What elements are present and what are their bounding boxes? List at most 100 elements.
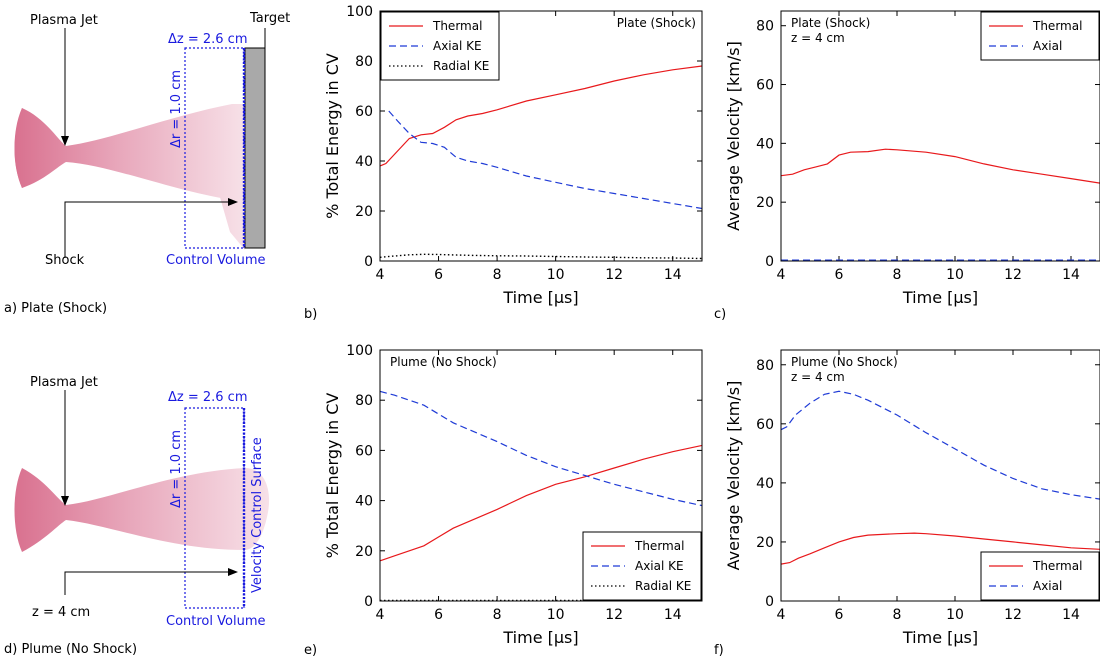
y-tick-label: 20 bbox=[756, 535, 774, 551]
legend-label-thermal: Thermal bbox=[432, 19, 482, 33]
y-axis-label: Average Velocity [km/s] bbox=[724, 41, 743, 231]
legend-label-axial: Axial KE bbox=[635, 559, 684, 573]
y-tick-label: 40 bbox=[756, 136, 774, 152]
plasma-jet-arrowhead bbox=[61, 136, 69, 146]
x-tick-label: 6 bbox=[434, 607, 443, 623]
y-tick-label: 60 bbox=[355, 104, 373, 120]
z-position-arrow bbox=[64, 571, 235, 595]
y-tick-label: 20 bbox=[355, 204, 373, 220]
y-axis-label: Average Velocity [km/s] bbox=[724, 381, 743, 571]
y-tick-label: 80 bbox=[355, 393, 373, 409]
y-tick-label: 100 bbox=[346, 343, 373, 359]
x-tick-label: 8 bbox=[493, 607, 502, 623]
plasma-jet-label: Plasma Jet bbox=[30, 375, 98, 390]
series-group bbox=[379, 65, 703, 260]
dr-label: Δr = 1.0 cm bbox=[169, 70, 184, 148]
plume-no-shock-svg: Plasma Jet Δz = 2.6 cm Δr = 1.0 cm Veloc… bbox=[14, 375, 270, 629]
y-tick-label: 20 bbox=[355, 544, 373, 560]
x-tick-label: 4 bbox=[777, 267, 786, 283]
x-tick-label: 4 bbox=[777, 607, 786, 623]
shock-arrow bbox=[64, 201, 235, 258]
control-volume-box bbox=[184, 47, 245, 249]
x-tick-label: 8 bbox=[893, 607, 902, 623]
series-line-thermal bbox=[379, 65, 703, 167]
y-tick-label: 0 bbox=[364, 254, 373, 270]
legend-box bbox=[582, 531, 702, 601]
diagram-plate-shock: Plasma Jet Target Δz = 2.6 cm Δr = 1.0 c… bbox=[0, 0, 290, 330]
x-tick-label: 10 bbox=[547, 267, 565, 283]
target-label: Target bbox=[249, 11, 290, 26]
x-tick-label: 6 bbox=[434, 267, 443, 283]
legend-label-axial: Axial bbox=[1033, 579, 1062, 593]
z-position-label: z = 4 cm bbox=[32, 605, 90, 620]
series-line-axial bbox=[780, 390, 1100, 500]
plot-frame bbox=[379, 349, 703, 602]
x-tick-label: 4 bbox=[376, 267, 385, 283]
y-axis-label: % Total Energy in CV bbox=[323, 393, 342, 559]
x-axis-label: Time [μs] bbox=[902, 288, 978, 307]
series-group bbox=[780, 390, 1100, 565]
x-axis-label: Time [μs] bbox=[502, 628, 578, 647]
chart-c-svg: 4 6 8 10 12 14 0 20 40 60 80 Time [μs] Average Veloc… bbox=[714, 10, 1100, 322]
series-group bbox=[780, 148, 1100, 261]
y-tick-label: 100 bbox=[346, 4, 373, 20]
legend-label-axial: Axial KE bbox=[433, 39, 482, 53]
x-tick-label: 14 bbox=[664, 607, 682, 623]
plate-shock-svg: Plasma Jet Target Δz = 2.6 cm Δr = 1.0 c… bbox=[14, 11, 290, 268]
y-tick-label: 20 bbox=[756, 195, 774, 211]
series-line-thermal bbox=[780, 148, 1100, 184]
chart-c-velocity-plate: 4 6 8 10 12 14 0 20 40 60 80 Time [μs] Average Veloc… bbox=[710, 0, 1100, 330]
panel-label-d: d) Plume (No Shock) bbox=[4, 642, 138, 657]
chart-annotation: Plume (No Shock) bbox=[390, 355, 497, 369]
chart-f-svg: 4 6 8 10 12 14 0 20 40 60 80 Time [μs] Average Veloc… bbox=[714, 349, 1100, 658]
y-tick-label: 80 bbox=[355, 54, 373, 70]
x-tick-label: 14 bbox=[1062, 267, 1080, 283]
velocity-surface-label: Velocity Control Surface bbox=[250, 437, 265, 593]
panel-label: b) bbox=[304, 307, 317, 322]
x-tick-label: 12 bbox=[605, 607, 623, 623]
dz-label: Δz = 2.6 cm bbox=[168, 32, 248, 47]
series-line-radial bbox=[379, 253, 703, 260]
x-tick-label: 4 bbox=[376, 607, 385, 623]
plasma-jet-body bbox=[14, 104, 245, 200]
legend-label-thermal: Thermal bbox=[1032, 559, 1082, 573]
plasma-plume-body bbox=[14, 468, 270, 552]
x-tick-label: 10 bbox=[946, 267, 964, 283]
series-line-axial bbox=[379, 390, 703, 507]
y-tick-label: 0 bbox=[364, 594, 373, 610]
chart-e-energy-plume: 4 6 8 10 12 14 0 20 40 60 80 100 Time [μs] % Total En… bbox=[300, 340, 710, 666]
x-tick-label: 6 bbox=[835, 607, 844, 623]
chart-annotation: z = 4 cm bbox=[791, 370, 845, 384]
chart-annotation: Plume (No Shock) bbox=[791, 355, 898, 369]
shock-arrowhead bbox=[228, 198, 238, 206]
y-tick-label: 0 bbox=[765, 254, 774, 270]
x-tick-label: 6 bbox=[835, 267, 844, 283]
y-tick-label: 80 bbox=[756, 19, 774, 35]
x-axis-label: Time [μs] bbox=[902, 628, 978, 647]
series-line-thermal bbox=[379, 444, 703, 562]
panel-label: f) bbox=[714, 643, 724, 658]
panel-label-a: a) Plate (Shock) bbox=[4, 301, 108, 316]
dr-label: Δr = 1.0 cm bbox=[169, 430, 184, 508]
chart-annotation: Plate (Shock) bbox=[791, 16, 870, 30]
x-tick-label: 12 bbox=[1004, 267, 1022, 283]
y-tick-label: 40 bbox=[756, 476, 774, 492]
panel-label: e) bbox=[304, 643, 317, 658]
control-volume-box bbox=[184, 407, 245, 609]
y-tick-label: 60 bbox=[756, 78, 774, 94]
legend-label-thermal: Thermal bbox=[634, 539, 684, 553]
legend-box bbox=[980, 551, 1100, 601]
shock-label: Shock bbox=[45, 253, 85, 268]
diagram-plume-no-shock: Plasma Jet Δz = 2.6 cm Δr = 1.0 cm Veloc… bbox=[0, 340, 290, 666]
series-line-thermal bbox=[780, 532, 1100, 565]
plasma-jet-arrowhead bbox=[61, 496, 69, 506]
legend-label-thermal: Thermal bbox=[1032, 19, 1082, 33]
y-tick-label: 0 bbox=[765, 594, 774, 610]
x-tick-label: 14 bbox=[664, 267, 682, 283]
chart-b-svg: 4 6 8 10 12 14 0 20 40 60 80 100 Time [μs] % Total En… bbox=[304, 4, 703, 322]
x-tick-label: 12 bbox=[605, 267, 623, 283]
chart-b-energy-plate: 4 6 8 10 12 14 0 20 40 60 80 100 Time [μs] % Total En… bbox=[300, 0, 710, 330]
legend-box bbox=[980, 11, 1100, 61]
chart-f-velocity-plume: 4 6 8 10 12 14 0 20 40 60 80 Time [μs] Average Veloc… bbox=[710, 340, 1100, 666]
control-volume-label: Control Volume bbox=[166, 253, 265, 268]
